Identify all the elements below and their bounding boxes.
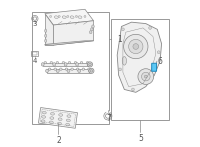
Text: 3: 3	[33, 21, 37, 27]
Ellipse shape	[54, 68, 57, 70]
Ellipse shape	[76, 68, 79, 70]
Text: 5: 5	[138, 134, 143, 143]
Ellipse shape	[68, 62, 71, 64]
Ellipse shape	[67, 69, 70, 73]
Ellipse shape	[53, 63, 56, 66]
Ellipse shape	[65, 68, 68, 70]
FancyBboxPatch shape	[152, 63, 157, 71]
Circle shape	[129, 39, 143, 54]
Ellipse shape	[41, 120, 45, 122]
Circle shape	[75, 15, 77, 17]
Ellipse shape	[45, 34, 46, 38]
Bar	[47, 69, 90, 73]
Circle shape	[144, 75, 147, 78]
Circle shape	[131, 88, 134, 91]
Polygon shape	[117, 22, 162, 92]
Ellipse shape	[44, 62, 47, 64]
Ellipse shape	[64, 63, 67, 66]
Ellipse shape	[49, 121, 53, 124]
Ellipse shape	[80, 62, 83, 64]
Polygon shape	[38, 107, 77, 128]
Ellipse shape	[58, 122, 61, 125]
Ellipse shape	[41, 63, 44, 66]
Ellipse shape	[60, 68, 62, 70]
Ellipse shape	[50, 117, 54, 119]
Ellipse shape	[67, 115, 71, 117]
Circle shape	[157, 51, 160, 54]
Ellipse shape	[54, 16, 58, 19]
Polygon shape	[53, 21, 94, 45]
Circle shape	[138, 69, 154, 85]
Text: 2: 2	[57, 136, 61, 145]
Text: 7: 7	[106, 114, 111, 123]
Text: 6: 6	[158, 57, 162, 66]
Ellipse shape	[74, 62, 77, 64]
Ellipse shape	[122, 57, 126, 65]
Ellipse shape	[56, 69, 59, 73]
Ellipse shape	[89, 69, 91, 73]
Ellipse shape	[70, 16, 74, 19]
Polygon shape	[45, 9, 94, 25]
Ellipse shape	[56, 62, 59, 64]
Circle shape	[58, 15, 60, 17]
Bar	[32, 12, 109, 124]
Bar	[43, 63, 89, 66]
Ellipse shape	[71, 68, 73, 70]
Ellipse shape	[42, 111, 46, 114]
Circle shape	[67, 15, 69, 17]
Ellipse shape	[42, 116, 46, 118]
Ellipse shape	[87, 63, 90, 66]
Bar	[32, 52, 37, 55]
Circle shape	[50, 15, 52, 17]
Polygon shape	[45, 14, 53, 45]
Ellipse shape	[62, 16, 66, 19]
Circle shape	[142, 72, 150, 81]
Ellipse shape	[59, 114, 63, 116]
Circle shape	[149, 26, 152, 29]
Text: 1: 1	[117, 35, 122, 44]
Ellipse shape	[78, 16, 82, 19]
Polygon shape	[45, 41, 94, 45]
Ellipse shape	[82, 68, 85, 70]
Circle shape	[89, 63, 91, 66]
Ellipse shape	[58, 118, 62, 121]
Text: 4: 4	[33, 58, 37, 64]
Ellipse shape	[86, 62, 89, 64]
Circle shape	[90, 70, 93, 72]
Ellipse shape	[78, 69, 81, 73]
Ellipse shape	[66, 123, 70, 126]
Ellipse shape	[50, 62, 53, 64]
Ellipse shape	[66, 119, 70, 122]
Circle shape	[124, 34, 148, 59]
Circle shape	[121, 28, 124, 31]
Ellipse shape	[46, 69, 48, 73]
Ellipse shape	[91, 28, 93, 31]
Ellipse shape	[50, 112, 54, 115]
Ellipse shape	[76, 63, 79, 66]
Ellipse shape	[92, 25, 94, 28]
Circle shape	[119, 68, 121, 71]
Circle shape	[84, 15, 86, 17]
Circle shape	[87, 62, 93, 67]
Ellipse shape	[62, 62, 65, 64]
Ellipse shape	[45, 29, 46, 32]
Ellipse shape	[88, 68, 90, 70]
Circle shape	[89, 68, 94, 74]
Ellipse shape	[48, 68, 51, 70]
Circle shape	[133, 44, 139, 49]
Bar	[111, 19, 169, 120]
Ellipse shape	[89, 31, 92, 34]
Ellipse shape	[45, 39, 46, 43]
